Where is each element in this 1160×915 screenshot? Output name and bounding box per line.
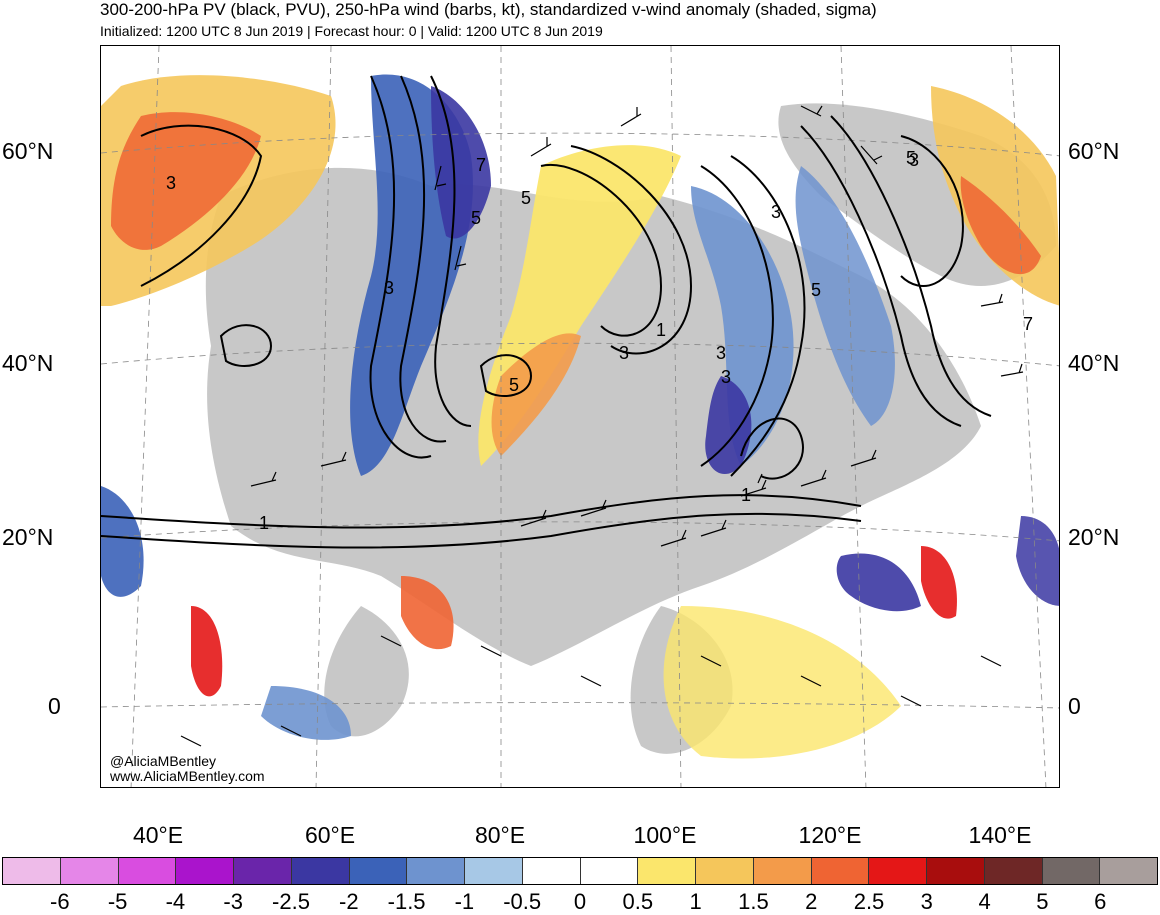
lat-label-20n-right: 20°N: [1068, 524, 1120, 550]
lon-label-60e: 60°E: [304, 822, 356, 848]
lat-label-40n-left: 40°N: [2, 350, 54, 376]
lat-label-60n-right: 60°N: [1068, 138, 1120, 164]
lat-label-40n-right: 40°N: [1068, 350, 1120, 376]
colorbar-tick-label: 5: [1036, 889, 1049, 914]
colorbar-tick-label: 1.5: [738, 889, 769, 914]
colorbar-tick-label: 0: [573, 889, 587, 914]
colorbar-tick-label: -5: [107, 889, 128, 914]
contour-label: 5: [509, 375, 519, 395]
colorbar-tick-label: -1.5: [387, 889, 426, 914]
lon-label-120e: 120°E: [798, 822, 862, 848]
colorbar-box: [811, 858, 870, 884]
credit-handle: @AliciaMBentley: [110, 753, 217, 769]
contour-label: 1: [259, 513, 269, 533]
contour-label: 3: [721, 367, 731, 387]
contour-label: 3: [716, 343, 726, 363]
colorbar-box: [60, 858, 119, 884]
contour-label: 3: [384, 278, 394, 298]
contour-label: 5: [811, 280, 821, 300]
colorbar-box: [407, 858, 465, 884]
colorbar-tick-label: -6: [50, 889, 70, 914]
lat-label-0-left: 0: [48, 693, 61, 719]
contour-label-group: 3 3 5 7 5 1 3 5 3 3 1 5 3 5 7 3 1: [166, 148, 1033, 533]
lat-label-60n-left: 60°N: [2, 138, 54, 164]
chart-subtitle: Initialized: 1200 UTC 8 Jun 2019 | Forec…: [100, 23, 603, 39]
pv-contours: [101, 75, 992, 549]
contour-label: 5: [906, 148, 916, 168]
colorbar-box: [349, 858, 408, 884]
map-canvas: 3 3 5 7 5 1 3 5 3 3 1 5 3 5 7 3 1: [101, 46, 1059, 787]
contour-label: 3: [166, 173, 176, 193]
graticule: [101, 46, 1059, 787]
colorbar-box: [234, 858, 292, 884]
colorbar-box: [1042, 858, 1101, 884]
colorbar-tick-label: -2.5: [272, 889, 310, 914]
contour-label: 7: [1023, 314, 1033, 334]
colorbar-box: [638, 858, 696, 884]
wind-barbs: [180, 105, 1024, 747]
colorbar-tick-label: 0.5: [622, 889, 654, 914]
colorbar-tick-label: -3: [223, 889, 243, 914]
colorbar-tick-label: 4: [978, 889, 991, 914]
colorbar-box: [984, 858, 1043, 884]
colorbar-tick-label: 3: [920, 889, 933, 914]
contour-label: 1: [656, 320, 666, 340]
contour-label: 5: [471, 208, 481, 228]
colorbar-box: [753, 858, 812, 884]
colorbar-box: [465, 858, 523, 884]
credit-website: www.AliciaMBentley.com: [110, 768, 265, 784]
contour-label: 3: [771, 202, 781, 222]
colorbar-tick-label: -1: [454, 889, 475, 914]
contour-label: 5: [521, 188, 531, 208]
colorbar-box: [580, 858, 639, 884]
colorbar-tick-label: 6: [1094, 889, 1107, 914]
colorbar-tick-label: -0.5: [503, 889, 542, 914]
colorbar-box: [1100, 858, 1157, 884]
contour-label: 7: [476, 155, 486, 175]
colorbar-tick-label: -2: [339, 889, 359, 914]
lon-label-100e: 100°E: [633, 822, 697, 848]
colorbar-box: [291, 858, 350, 884]
colorbar-box: [118, 858, 177, 884]
colorbar-tick-label: -4: [165, 889, 186, 914]
colorbar-box: [176, 858, 234, 884]
lat-label-20n-left: 20°N: [2, 524, 54, 550]
colorbar-box: [522, 858, 581, 884]
chart-title: 300-200-hPa PV (black, PVU), 250-hPa win…: [100, 0, 877, 19]
lon-label-80e: 80°E: [474, 822, 526, 848]
colorbar: [2, 857, 1158, 885]
colorbar-box: [869, 858, 927, 884]
lon-label-40e: 40°E: [132, 822, 184, 848]
colorbar-tick-label: 2: [805, 889, 818, 914]
colorbar-tick-label: 1: [689, 889, 702, 914]
colorbar-box: [927, 858, 985, 884]
contour-label: 3: [619, 343, 629, 363]
colorbar-tick-label: 2.5: [853, 889, 885, 914]
weather-map: 3 3 5 7 5 1 3 5 3 3 1 5 3 5 7 3 1: [100, 45, 1060, 788]
lat-label-0-right: 0: [1068, 693, 1081, 719]
lon-label-140e: 140°E: [968, 822, 1032, 848]
contour-label: 3: [909, 150, 919, 170]
colorbar-box: [696, 858, 754, 884]
colorbar-box: [3, 858, 61, 884]
